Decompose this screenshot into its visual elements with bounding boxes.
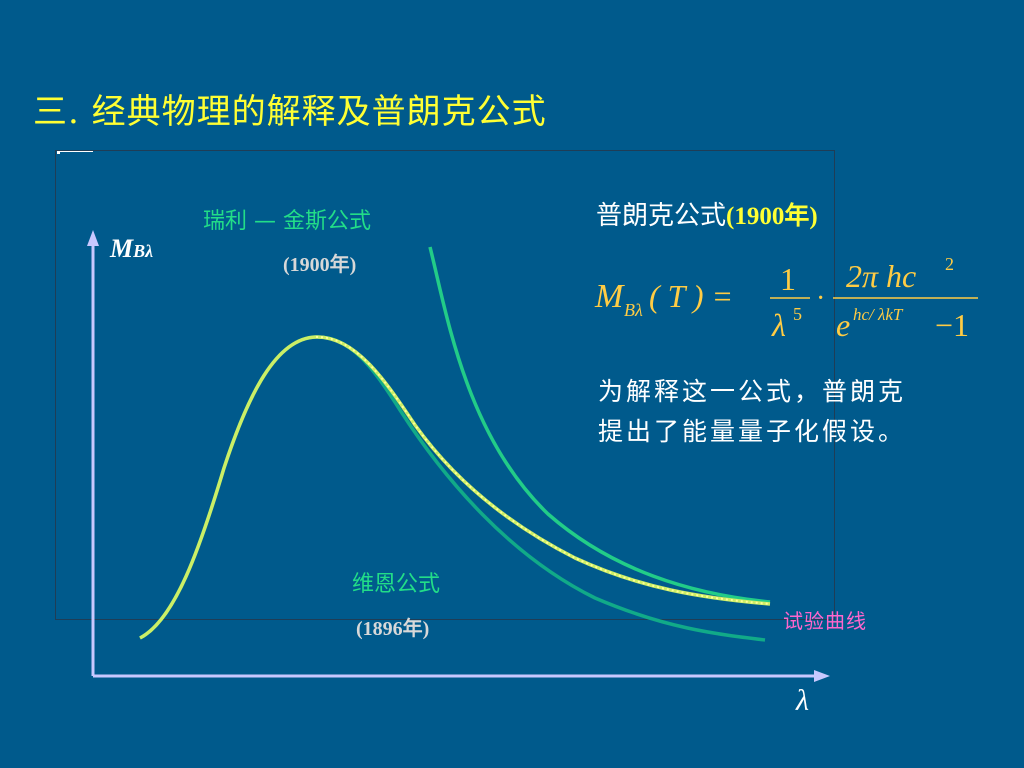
formula-frac2-num: 2π hc: [846, 258, 916, 294]
formula-frac1-exp: 5: [793, 304, 802, 324]
explanation-line-1: 为解释这一公式，普朗克: [598, 377, 907, 406]
x-axis-arrow: [814, 670, 830, 682]
explanation-text: 为解释这一公式，普朗克 提出了能量量子化假设。: [598, 372, 988, 452]
wien-year: (1896年): [356, 618, 430, 640]
formula-frac2-num-exp: 2: [945, 254, 954, 274]
planck-year: (1900年): [726, 203, 818, 230]
wien-label: 维恩公式: [352, 572, 441, 597]
x-axis-label: λ: [796, 684, 809, 717]
formula-T: ( T ) =: [649, 278, 733, 314]
y-axis-label: MBλ: [110, 234, 154, 263]
frame-marker-dot: [57, 151, 60, 154]
rayleigh-jeans-label: 瑞利 — 金斯公式: [203, 209, 371, 234]
formula-frac2-den-tail: −1: [935, 307, 969, 343]
formula-frac1-num: 1: [780, 261, 796, 297]
planck-formula-title: 普朗克公式(1900年): [596, 195, 818, 232]
formula-frac2-den-exp: hc/ λkT: [853, 305, 904, 324]
slide-title: 三. 经典物理的解释及普朗克公式: [33, 92, 547, 132]
formula-M-sub: Bλ: [624, 300, 643, 320]
experimental-curve-label: 试验曲线: [783, 609, 867, 633]
y-axis-arrow: [87, 230, 99, 246]
formula-M: M: [594, 278, 625, 315]
formula-frac2-den-e: e: [836, 307, 850, 343]
formula-frac1-den: λ: [771, 307, 786, 343]
planck-formula: M Bλ ( T ) = 1 λ 5 · 2π hc 2 e hc/ λkT −…: [594, 254, 978, 343]
rayleigh-jeans-curve: [428, 246, 771, 604]
plot-frame: [55, 150, 835, 620]
frame-marker: [57, 151, 93, 152]
planck-title-text: 普朗克公式: [596, 201, 727, 231]
formula-dot: ·: [816, 283, 825, 314]
rayleigh-jeans-year: (1900年): [283, 254, 357, 276]
explanation-line-2: 提出了能量量子化假设。: [598, 417, 907, 446]
